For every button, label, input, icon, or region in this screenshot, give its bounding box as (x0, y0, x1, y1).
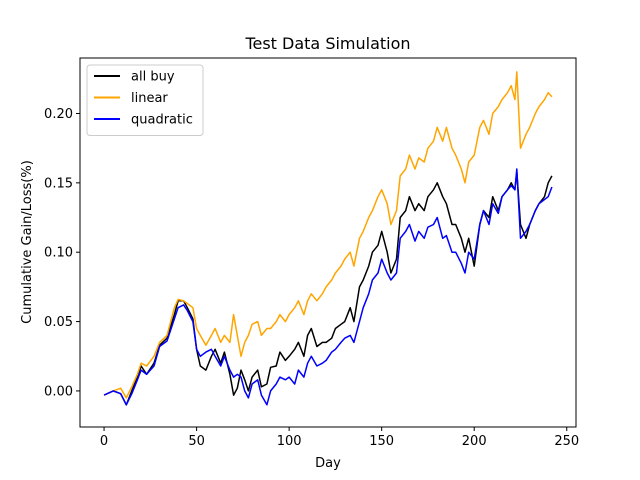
y-tick-label: 0.15 (44, 176, 73, 191)
y-tick-label: 0.05 (44, 315, 73, 330)
y-tick-label: 0.20 (44, 107, 73, 122)
series-line-all-buy (103, 171, 553, 406)
x-tick-label: 250 (554, 434, 579, 449)
x-tick-label: 50 (188, 434, 205, 449)
y-tick-label: 0.00 (44, 384, 73, 399)
x-axis-label: Day (315, 456, 341, 471)
chart-title: Test Data Simulation (244, 34, 410, 53)
series-line-linear (103, 71, 553, 399)
legend: all buy linear quadratic (86, 64, 204, 136)
legend-box (86, 64, 204, 136)
x-tick-label: 0 (100, 434, 108, 449)
series-line-quadratic (103, 168, 553, 406)
x-axis: 0 50 100 150 200 250 (100, 427, 579, 449)
plot-frame (79, 57, 577, 428)
legend-label: quadratic (131, 113, 193, 128)
y-axis-label: Cumulative Gain/Loss(%) (20, 160, 35, 324)
x-tick-label: 200 (462, 434, 487, 449)
x-tick-label: 100 (277, 434, 302, 449)
legend-label: all buy (131, 70, 175, 85)
plot-area (103, 71, 553, 406)
y-axis: 0.00 0.05 0.10 0.15 0.20 (44, 107, 80, 399)
y-tick-label: 0.10 (44, 246, 73, 261)
x-tick-label: 150 (369, 434, 394, 449)
legend-label: linear (131, 91, 168, 106)
